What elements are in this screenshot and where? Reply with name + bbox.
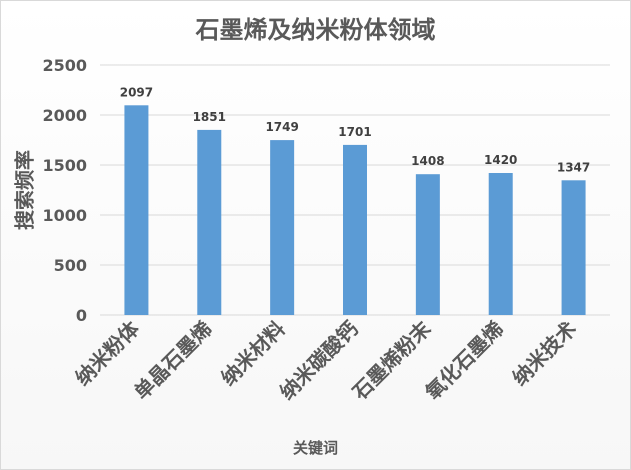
x-tick-label: 石墨烯粉末 — [347, 316, 436, 405]
bar — [561, 180, 586, 315]
bar — [124, 105, 149, 315]
y-tick-label: 500 — [54, 256, 87, 275]
data-label: 1749 — [265, 120, 298, 134]
data-label: 1420 — [484, 153, 517, 167]
data-label: 1347 — [557, 160, 590, 174]
x-tick-label: 纳米粉体 — [70, 316, 144, 390]
y-tick-label: 1500 — [42, 156, 87, 175]
y-tick-label: 2000 — [42, 106, 87, 125]
bar — [197, 129, 222, 315]
y-tick-label: 2500 — [42, 56, 87, 75]
x-axis-label: 关键词 — [292, 439, 338, 457]
x-tick-label: 氧化石墨烯 — [420, 317, 508, 405]
x-tick-label: 单晶石墨烯 — [129, 317, 217, 405]
bar — [343, 144, 367, 315]
chart-title: 石墨烯及纳米粉体领域 — [195, 16, 436, 44]
x-tick-label: 纳米技术 — [508, 317, 582, 391]
y-tick-label: 0 — [76, 306, 87, 325]
data-label: 2097 — [120, 85, 153, 99]
y-tick-label: 1000 — [42, 206, 87, 225]
bar — [415, 174, 440, 315]
bar — [488, 173, 513, 315]
data-label: 1408 — [411, 154, 444, 168]
data-label: 1701 — [338, 125, 371, 139]
bar — [270, 140, 295, 315]
x-tick-label: 纳米材料 — [216, 317, 290, 391]
x-tick-label: 纳米碳酸钙 — [275, 317, 363, 405]
data-label: 1851 — [193, 110, 226, 124]
